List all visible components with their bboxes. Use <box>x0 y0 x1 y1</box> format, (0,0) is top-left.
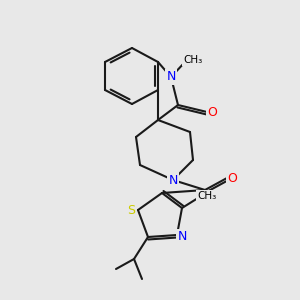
Text: O: O <box>227 172 237 184</box>
Text: N: N <box>166 70 176 83</box>
Text: S: S <box>127 203 135 217</box>
Text: N: N <box>177 230 187 244</box>
Text: CH₃: CH₃ <box>183 55 202 65</box>
Text: N: N <box>168 173 178 187</box>
Text: O: O <box>207 106 217 118</box>
Text: CH₃: CH₃ <box>197 191 217 201</box>
